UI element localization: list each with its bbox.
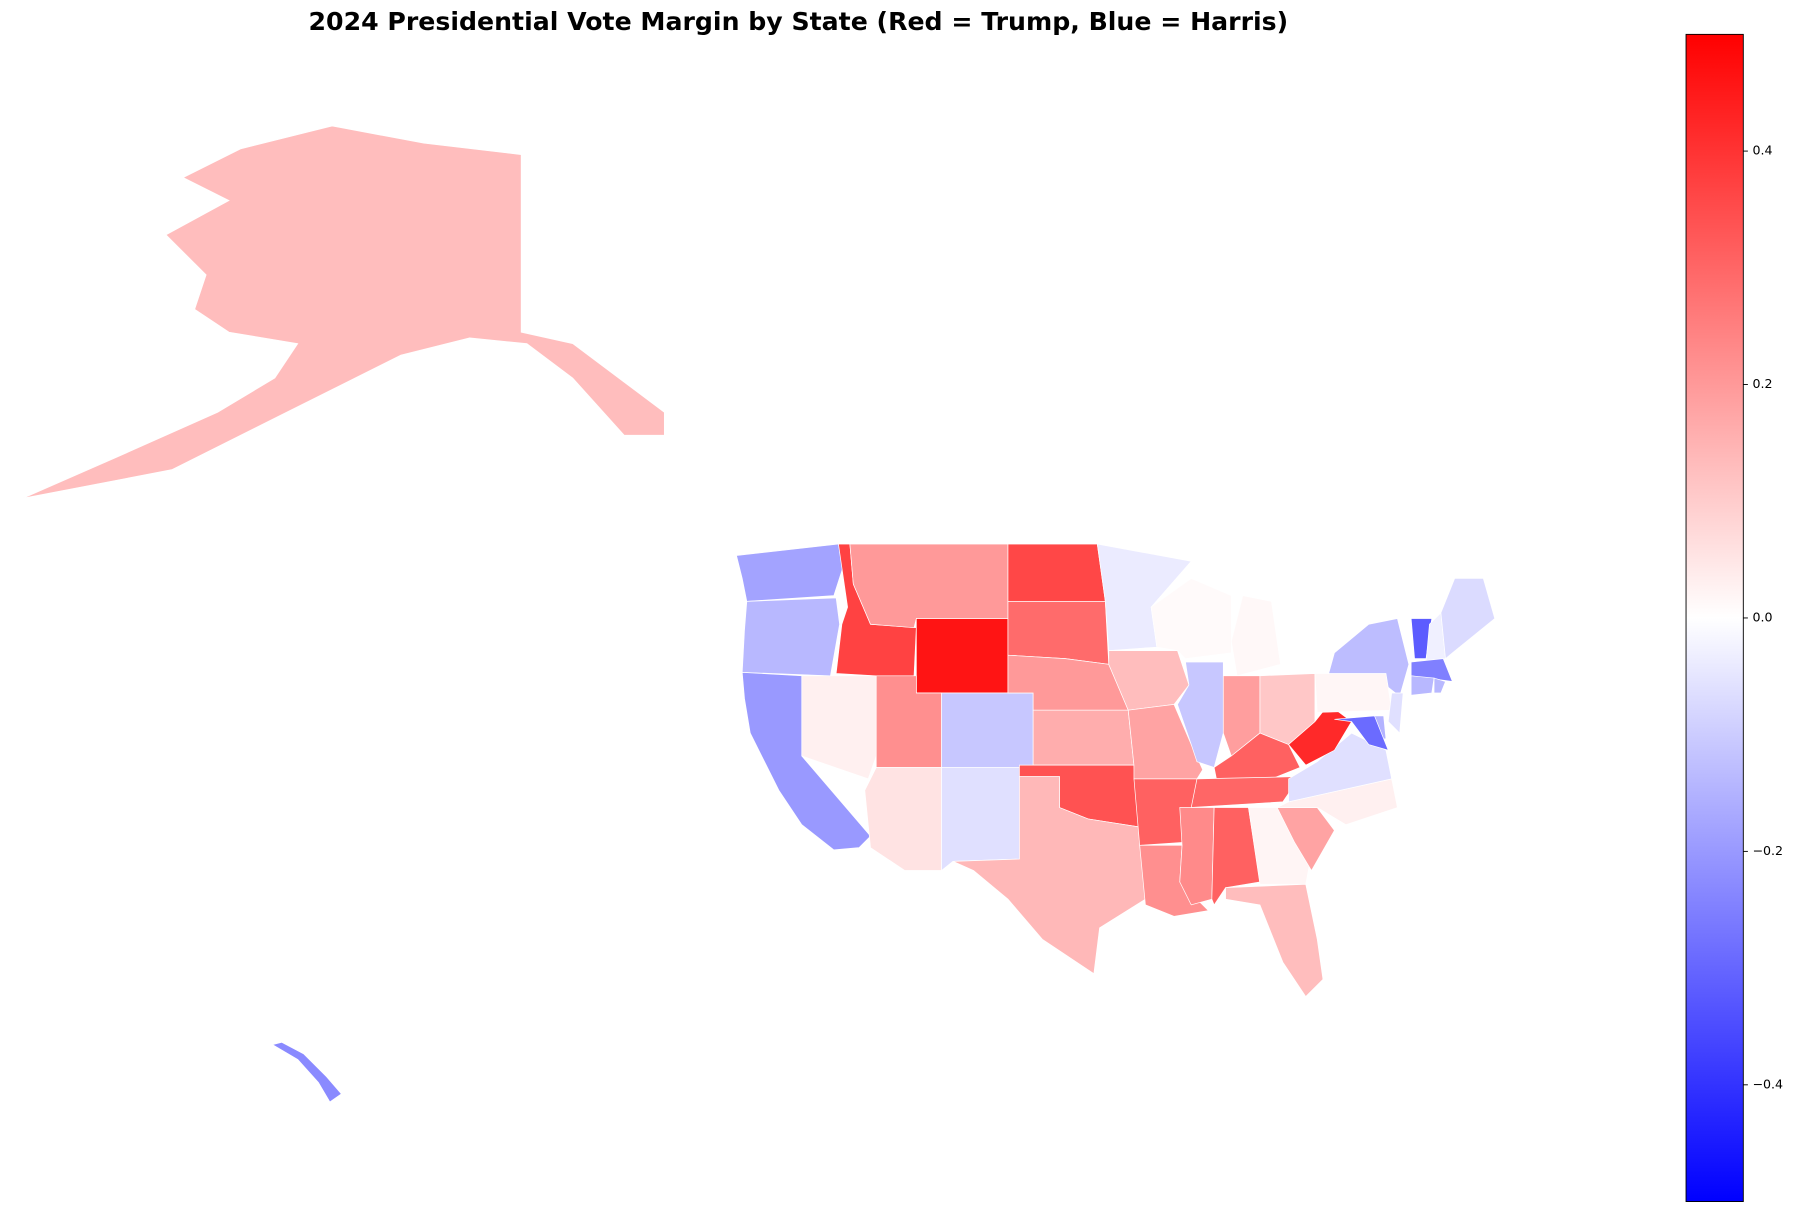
- state: [801, 675, 877, 780]
- state: [1314, 673, 1393, 713]
- state: [952, 776, 1146, 975]
- state: [1387, 692, 1404, 734]
- state: [1440, 578, 1496, 660]
- state: [1127, 704, 1204, 780]
- map-title: 2024 Presidential Vote Margin by State (…: [309, 7, 1289, 36]
- state: [864, 767, 942, 871]
- colorbar-tick-label: 0.0: [1752, 609, 1772, 624]
- colorbar-tick-label: 0.4: [1752, 143, 1772, 158]
- state: [1334, 715, 1389, 751]
- state: [1190, 776, 1301, 808]
- state: [849, 543, 1009, 629]
- state: [941, 692, 1034, 768]
- state: [1433, 677, 1446, 694]
- state: [1328, 618, 1410, 698]
- state: [1225, 883, 1324, 998]
- colorbar-tick-label: −0.2: [1752, 843, 1783, 858]
- states: [22, 125, 1496, 1103]
- state: [915, 618, 1009, 694]
- state: [22, 125, 665, 499]
- state: [271, 1041, 342, 1103]
- state: [1032, 709, 1135, 766]
- state: [1230, 595, 1281, 677]
- state: [1007, 543, 1106, 602]
- colorbar: [1685, 33, 1744, 1202]
- state: [1179, 807, 1215, 906]
- state: [1410, 675, 1435, 696]
- state: [1288, 732, 1393, 803]
- colorbar-tick-label: −0.4: [1752, 1076, 1783, 1091]
- state: [1007, 601, 1110, 665]
- state: [1150, 578, 1232, 659]
- state: [941, 767, 1020, 872]
- state: [1410, 658, 1453, 682]
- colorbar-tick-label: 0.2: [1752, 376, 1772, 391]
- state: [741, 597, 840, 677]
- state: [736, 543, 844, 602]
